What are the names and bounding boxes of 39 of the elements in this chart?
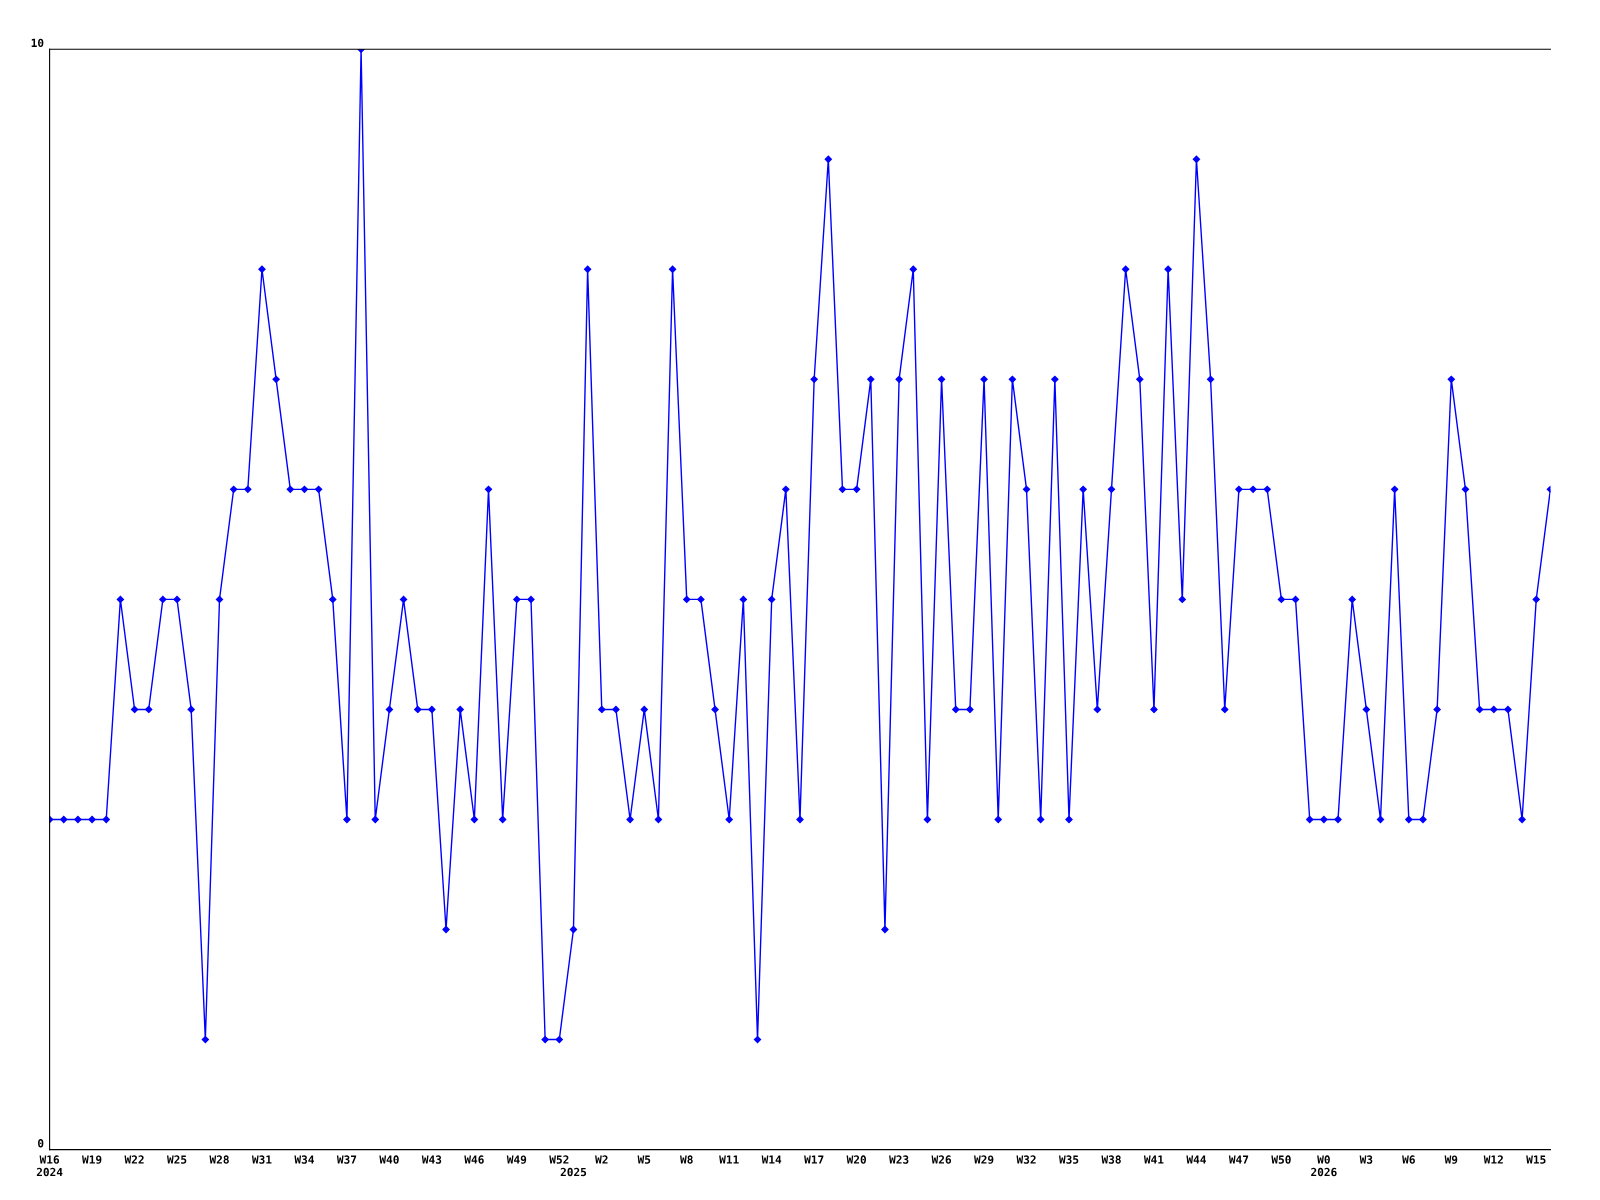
- x-tick-label: W46: [464, 1155, 484, 1164]
- x-tick-label: W26: [931, 1155, 952, 1164]
- x-tick-label: W25: [166, 1155, 187, 1164]
- x-tick-label: W0 2026: [1311, 1155, 1337, 1177]
- x-tick-label: W22: [124, 1155, 144, 1164]
- x-tick-label: W34: [294, 1155, 314, 1164]
- x-tick-label: W47: [1228, 1155, 1249, 1164]
- x-tick-label: W31: [251, 1155, 272, 1164]
- x-tick-label: W29: [974, 1155, 994, 1164]
- x-tick-label: W20: [846, 1155, 866, 1164]
- x-tick-label: W49: [506, 1155, 527, 1164]
- x-tick-label: W28: [209, 1155, 229, 1164]
- x-tick-label: W50: [1271, 1155, 1291, 1164]
- y-tick-label: 10: [31, 38, 44, 48]
- x-tick-label: W15: [1526, 1155, 1546, 1164]
- x-tick-label: W32: [1016, 1155, 1036, 1164]
- x-tick-label: W41: [1143, 1155, 1164, 1164]
- x-tick-label: W14: [761, 1155, 782, 1164]
- x-tick-label: W8: [680, 1155, 693, 1164]
- x-tick-label: W23: [889, 1155, 909, 1164]
- x-tick-label: W9: [1444, 1155, 1458, 1164]
- x-tick-label: W16 2024: [36, 1155, 63, 1177]
- x-tick-label: W12: [1483, 1155, 1503, 1164]
- x-tick-label: W2: [595, 1155, 608, 1164]
- x-tick-label: 2025: [560, 1167, 587, 1177]
- x-tick-label: W37: [336, 1155, 357, 1164]
- x-tick-label: W44: [1186, 1155, 1206, 1164]
- x-tick-label: W11: [719, 1155, 739, 1164]
- y-tick-label: 0: [38, 1139, 44, 1148]
- x-tick-label: W40: [379, 1155, 399, 1164]
- x-tick-label: W3: [1359, 1155, 1373, 1164]
- x-tick-label: W5: [637, 1155, 651, 1164]
- x-tick-label: W17: [804, 1155, 824, 1164]
- x-tick-label: W52: [549, 1155, 569, 1164]
- x-tick-label: W19: [82, 1155, 102, 1164]
- x-tick-label: W6: [1402, 1155, 1415, 1164]
- x-tick-label: W38: [1101, 1155, 1121, 1164]
- x-tick-label: W43: [421, 1155, 442, 1164]
- x-tick-label: W35: [1058, 1155, 1079, 1164]
